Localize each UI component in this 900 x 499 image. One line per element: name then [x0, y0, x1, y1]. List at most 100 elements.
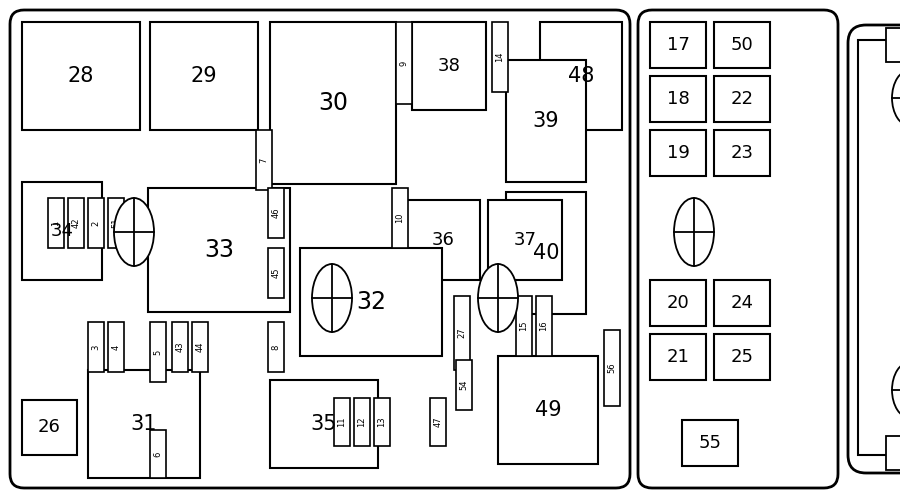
Text: 29: 29 — [191, 66, 217, 86]
Text: 39: 39 — [533, 111, 559, 131]
FancyBboxPatch shape — [638, 10, 838, 488]
Text: 28: 28 — [68, 66, 94, 86]
Bar — [300, 248, 442, 356]
Text: 49: 49 — [535, 400, 562, 420]
Bar — [536, 296, 552, 356]
Bar — [270, 380, 378, 468]
Bar — [88, 322, 104, 372]
Bar — [270, 22, 396, 184]
Text: 50: 50 — [731, 36, 753, 54]
Bar — [48, 198, 64, 248]
Text: 9: 9 — [400, 60, 409, 66]
FancyBboxPatch shape — [10, 10, 630, 488]
Ellipse shape — [478, 264, 518, 332]
Bar — [396, 22, 412, 104]
Bar — [886, 436, 900, 470]
Bar — [354, 398, 370, 446]
Bar — [454, 296, 470, 370]
Bar — [714, 22, 770, 68]
Text: 5: 5 — [154, 349, 163, 355]
Bar — [150, 22, 258, 130]
Text: 19: 19 — [667, 144, 689, 162]
Text: 46: 46 — [272, 208, 281, 219]
Text: 55: 55 — [698, 434, 722, 452]
Text: 40: 40 — [533, 243, 559, 263]
Text: 35: 35 — [310, 414, 338, 434]
Text: 36: 36 — [432, 231, 454, 249]
Bar — [714, 130, 770, 176]
Ellipse shape — [312, 264, 352, 332]
Text: 27: 27 — [457, 328, 466, 338]
Bar — [650, 22, 706, 68]
Text: 22: 22 — [731, 90, 753, 108]
Text: 14: 14 — [496, 52, 505, 62]
Text: 26: 26 — [38, 419, 61, 437]
Text: 6: 6 — [154, 451, 163, 457]
Text: 8: 8 — [272, 344, 281, 350]
FancyBboxPatch shape — [848, 25, 900, 473]
Text: 32: 32 — [356, 290, 386, 314]
Bar — [650, 76, 706, 122]
Bar — [374, 398, 390, 446]
Text: 33: 33 — [204, 238, 234, 262]
Bar — [192, 322, 208, 372]
Text: 37: 37 — [514, 231, 536, 249]
Text: 21: 21 — [667, 348, 689, 366]
Text: 47: 47 — [434, 417, 443, 427]
Bar — [498, 356, 598, 464]
Text: 30: 30 — [318, 91, 348, 115]
Text: 7: 7 — [259, 157, 268, 163]
Text: 3: 3 — [92, 344, 101, 350]
Text: 51: 51 — [112, 218, 121, 228]
Text: 10: 10 — [395, 213, 404, 223]
Bar — [456, 360, 472, 410]
Text: 48: 48 — [568, 66, 594, 86]
Bar — [492, 22, 508, 92]
Bar — [108, 322, 124, 372]
Bar — [714, 76, 770, 122]
Bar — [334, 398, 350, 446]
Bar — [268, 188, 284, 238]
Bar — [148, 188, 290, 312]
Bar — [68, 198, 84, 248]
Text: 20: 20 — [667, 294, 689, 312]
Ellipse shape — [674, 198, 714, 266]
Bar — [650, 280, 706, 326]
Bar — [172, 322, 188, 372]
Text: 24: 24 — [731, 294, 753, 312]
Bar — [488, 200, 562, 280]
Text: 18: 18 — [667, 90, 689, 108]
Bar — [604, 330, 620, 406]
Bar — [540, 22, 622, 130]
Bar — [682, 420, 738, 466]
Text: 45: 45 — [272, 268, 281, 278]
Bar — [406, 200, 480, 280]
Bar — [412, 22, 486, 110]
Bar — [22, 22, 140, 130]
Text: 23: 23 — [731, 144, 753, 162]
Text: 34: 34 — [50, 222, 74, 240]
Text: 2: 2 — [92, 221, 101, 226]
Bar — [22, 400, 77, 455]
Bar — [506, 192, 586, 314]
Text: 44: 44 — [195, 342, 204, 352]
Bar — [650, 334, 706, 380]
Text: 17: 17 — [667, 36, 689, 54]
Bar — [268, 322, 284, 372]
Bar — [714, 334, 770, 380]
Bar — [886, 28, 900, 62]
Text: 13: 13 — [377, 417, 386, 427]
Text: 4: 4 — [112, 344, 121, 350]
Text: 11: 11 — [338, 417, 346, 427]
Text: 31: 31 — [130, 414, 158, 434]
Text: 43: 43 — [176, 342, 184, 352]
Bar — [506, 60, 586, 182]
Bar — [858, 40, 900, 455]
Bar — [392, 188, 408, 248]
Text: 16: 16 — [539, 321, 548, 331]
Text: 1: 1 — [51, 221, 60, 226]
Bar — [714, 280, 770, 326]
Bar — [268, 248, 284, 298]
Bar — [22, 182, 102, 280]
Bar — [150, 322, 166, 382]
